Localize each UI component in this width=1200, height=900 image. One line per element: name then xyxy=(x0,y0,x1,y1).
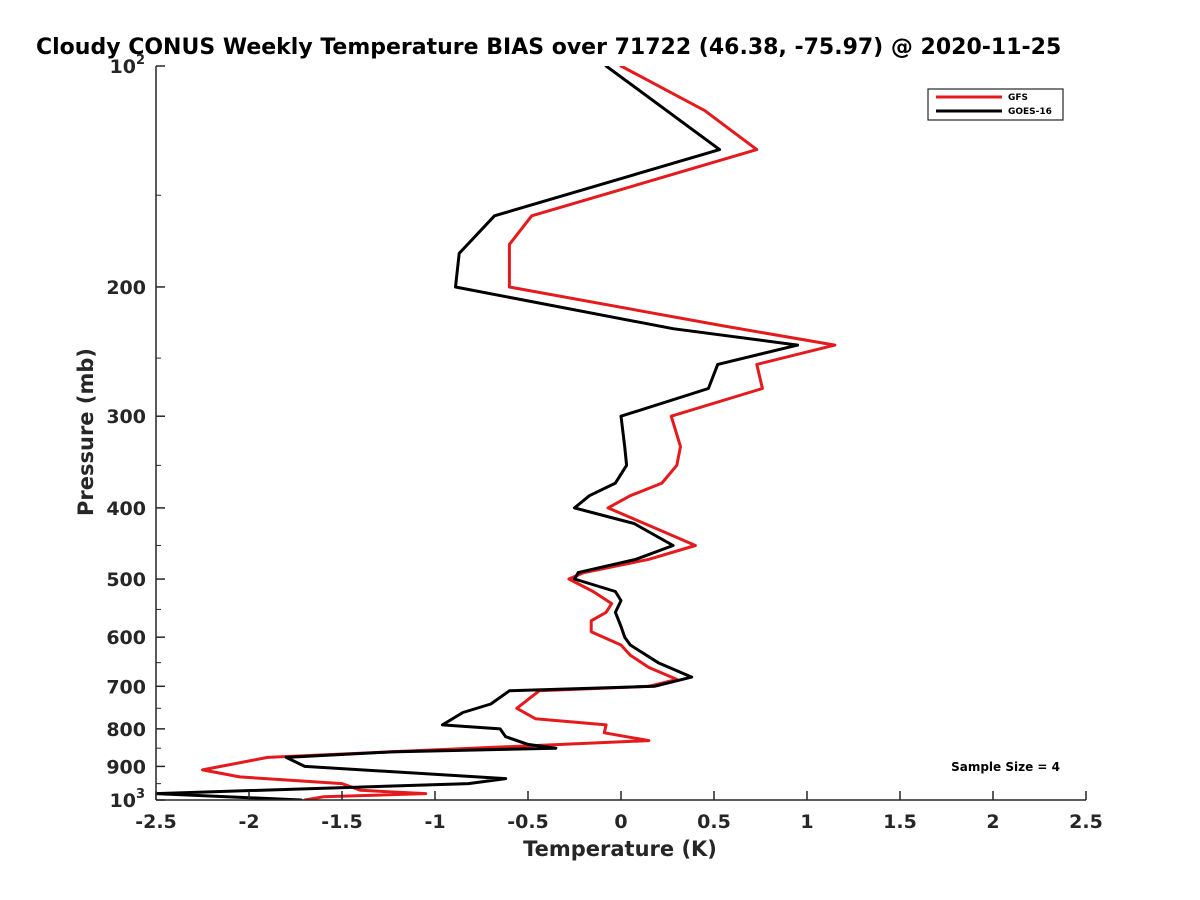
x-tick-label: -0.5 xyxy=(507,811,549,833)
x-tick-label: 1 xyxy=(800,811,813,833)
legend: GFS GOES-16 xyxy=(927,88,1064,121)
y-tick-exponent: 3 xyxy=(136,787,145,802)
series-line-goes-16 xyxy=(156,66,800,800)
x-tick-label: 2 xyxy=(986,811,999,833)
x-tick-label: -2.5 xyxy=(135,811,177,833)
y-tick-label: 400 xyxy=(106,498,146,520)
x-axis-label: Temperature (K) xyxy=(523,837,717,861)
y-tick-label: 500 xyxy=(106,569,146,591)
x-tick-label: 0.5 xyxy=(697,811,731,833)
x-tick-label: -2 xyxy=(238,811,259,833)
y-axis-label: Pressure (mb) xyxy=(74,348,98,516)
y-tick-label: 10 xyxy=(110,790,136,812)
y-tick-label: 800 xyxy=(106,719,146,741)
legend-box xyxy=(927,88,1064,121)
y-tick-label: 300 xyxy=(106,406,146,428)
x-tick-label: 2.5 xyxy=(1069,811,1103,833)
y-tick-label: 200 xyxy=(106,277,146,299)
x-tick-label: 1.5 xyxy=(883,811,917,833)
axes: -2.5 -2 -1.5 -1 -0.5 0 0.5 1 1.5 2 2.510 2200300400… xyxy=(106,53,1103,833)
plot-area xyxy=(156,66,837,800)
legend-label: GOES-16 xyxy=(1008,107,1052,117)
x-tick-label: 0 xyxy=(614,811,627,833)
legend-label: GFS xyxy=(1008,93,1028,103)
y-tick-label: 600 xyxy=(106,627,146,649)
chart-title: Cloudy CONUS Weekly Temperature BIAS ove… xyxy=(36,35,1061,60)
y-tick-label: 10 xyxy=(110,56,136,78)
y-tick-label: 700 xyxy=(106,676,146,698)
y-tick-exponent: 2 xyxy=(136,53,145,68)
y-tick-label: 900 xyxy=(106,756,146,778)
x-tick-label: -1.5 xyxy=(321,811,363,833)
sample-size-annotation: Sample Size = 4 xyxy=(951,760,1060,774)
x-tick-label: -1 xyxy=(424,811,445,833)
series-layer xyxy=(156,66,837,800)
